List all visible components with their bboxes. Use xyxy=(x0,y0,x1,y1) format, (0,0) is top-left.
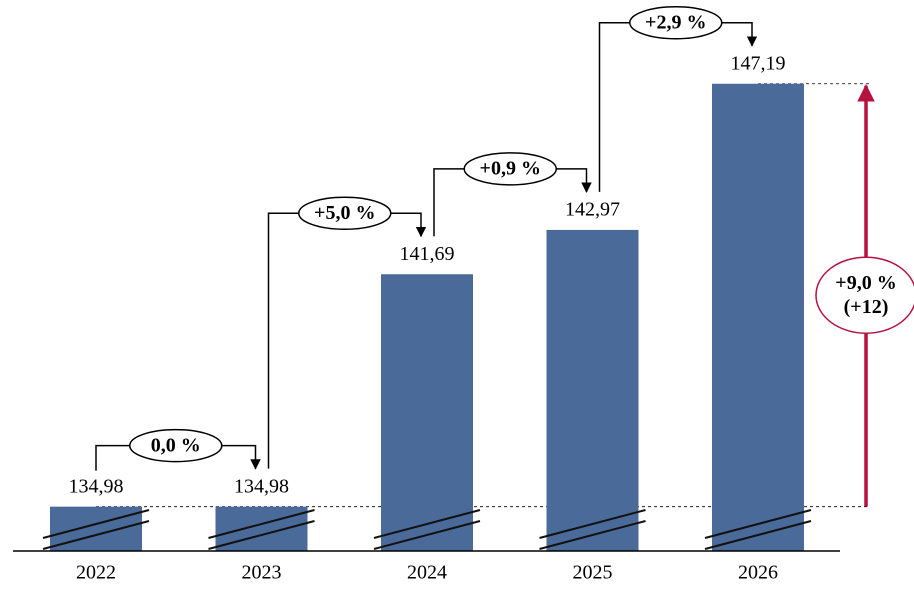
axis-break xyxy=(704,520,812,550)
total-label: +9,0 % xyxy=(835,272,896,294)
axis-break xyxy=(208,520,315,550)
axis-break xyxy=(373,509,481,539)
axis-break xyxy=(539,509,646,539)
change-bubble xyxy=(129,428,223,463)
value-label: 141,69 xyxy=(400,243,455,265)
x-tick-label: 2026 xyxy=(738,562,778,584)
change-bubble xyxy=(629,5,723,40)
total-bubble xyxy=(815,256,914,334)
value-label: 147,19 xyxy=(731,52,786,74)
x-tick-label: 2023 xyxy=(242,562,282,584)
bar xyxy=(546,229,639,551)
change-bubble xyxy=(463,152,557,186)
x-tick-label: 2025 xyxy=(573,562,613,584)
bar xyxy=(381,274,473,551)
value-label: 134,98 xyxy=(69,475,124,497)
change-bubble xyxy=(298,196,392,230)
x-tick-label: 2024 xyxy=(407,562,447,584)
axis-break xyxy=(373,520,481,550)
value-label: 142,97 xyxy=(565,199,620,221)
axis-break xyxy=(42,520,150,550)
value-label: 134,98 xyxy=(234,475,289,497)
change-label: 0,0 % xyxy=(151,434,201,456)
axis-break xyxy=(704,509,812,539)
change-label: +0,9 % xyxy=(480,158,541,180)
x-tick-label: 2022 xyxy=(76,562,116,584)
total-label: (+12) xyxy=(844,296,889,318)
axis-break xyxy=(42,509,150,539)
change-label: +2,9 % xyxy=(645,11,706,33)
bar xyxy=(712,83,804,552)
change-label: +5,0 % xyxy=(314,202,375,224)
axis-break xyxy=(539,520,646,550)
axis-break xyxy=(208,509,315,539)
